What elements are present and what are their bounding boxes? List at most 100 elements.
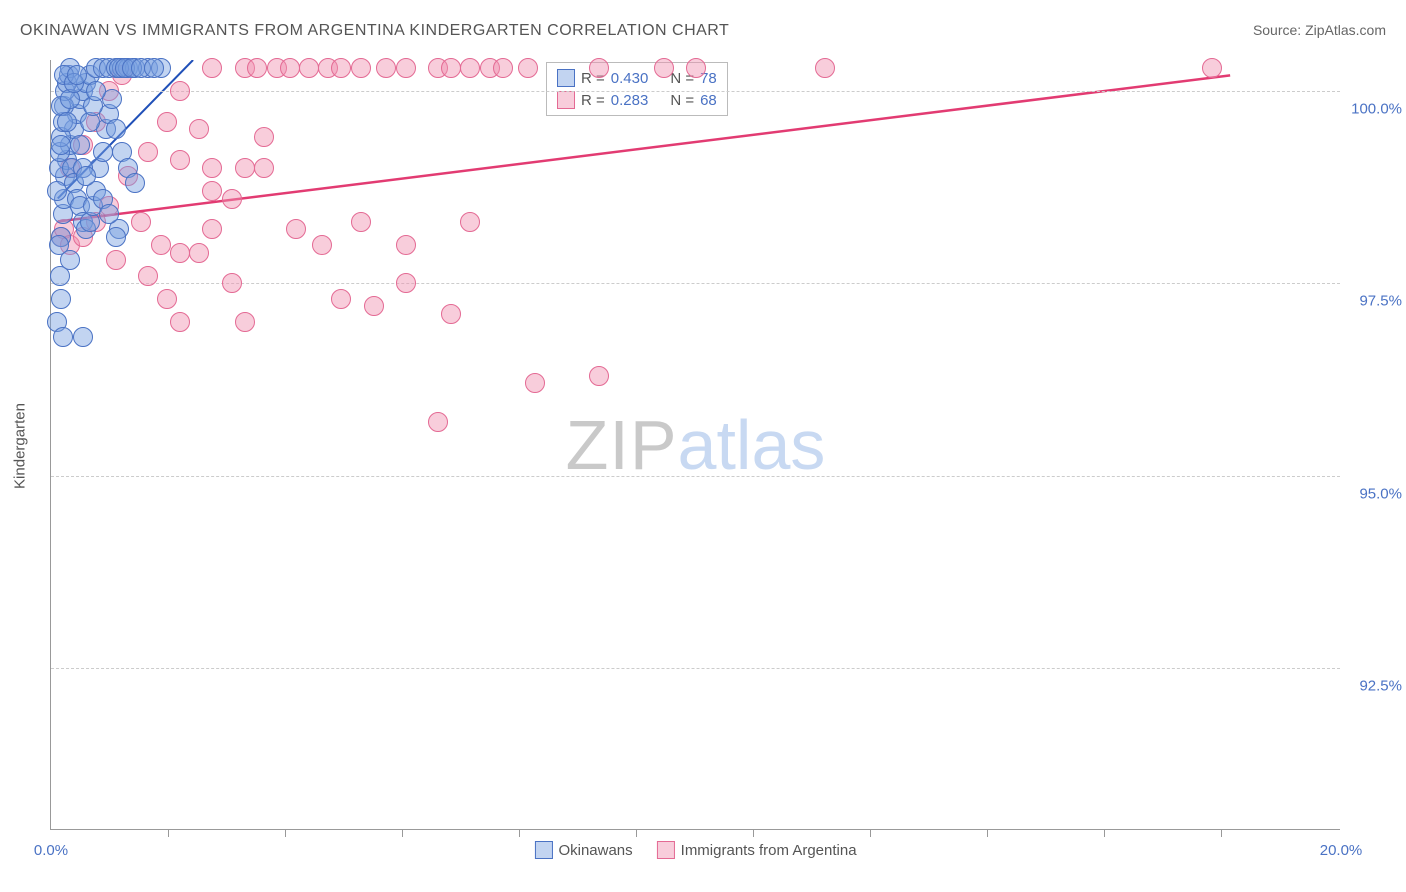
scatter-point-pink <box>202 181 222 201</box>
scatter-point-blue <box>73 327 93 347</box>
scatter-point-pink <box>189 243 209 263</box>
gridline-horizontal <box>51 283 1340 284</box>
series-legend: Okinawans Immigrants from Argentina <box>534 841 856 859</box>
scatter-point-pink <box>235 158 255 178</box>
legend-swatch <box>557 69 575 87</box>
legend-label: Okinawans <box>558 842 632 859</box>
x-tick <box>519 829 520 837</box>
scatter-point-pink <box>138 266 158 286</box>
scatter-point-pink <box>222 273 242 293</box>
scatter-point-pink <box>312 235 332 255</box>
chart-title: OKINAWAN VS IMMIGRANTS FROM ARGENTINA KI… <box>20 22 729 40</box>
scatter-point-pink <box>222 189 242 209</box>
scatter-point-blue <box>125 173 145 193</box>
scatter-point-pink <box>189 119 209 139</box>
scatter-point-pink <box>157 289 177 309</box>
scatter-point-pink <box>331 58 351 78</box>
scatter-point-blue <box>57 112 77 132</box>
scatter-point-blue <box>86 81 106 101</box>
scatter-point-blue <box>93 142 113 162</box>
gridline-horizontal <box>51 668 1340 669</box>
source-label: Source: ZipAtlas.com <box>1253 22 1386 38</box>
scatter-point-blue <box>51 135 71 155</box>
y-axis-label: Kindergarten <box>12 403 29 489</box>
x-tick <box>168 829 169 837</box>
scatter-point-pink <box>138 142 158 162</box>
scatter-point-pink <box>351 58 371 78</box>
n-label: N = <box>670 92 694 109</box>
scatter-point-pink <box>106 250 126 270</box>
y-tick-label: 100.0% <box>1351 100 1402 117</box>
watermark: ZIPatlas <box>566 405 826 485</box>
scatter-point-blue <box>51 289 71 309</box>
scatter-point-pink <box>170 150 190 170</box>
y-tick-label: 97.5% <box>1359 293 1402 310</box>
scatter-point-pink <box>686 58 706 78</box>
n-value: 68 <box>700 92 717 109</box>
scatter-point-pink <box>1202 58 1222 78</box>
x-tick <box>285 829 286 837</box>
x-tick <box>870 829 871 837</box>
scatter-point-pink <box>396 273 416 293</box>
x-tick <box>753 829 754 837</box>
scatter-point-pink <box>254 127 274 147</box>
x-tick <box>1104 829 1105 837</box>
legend-label: Immigrants from Argentina <box>681 842 857 859</box>
scatter-point-blue <box>67 65 87 85</box>
scatter-point-blue <box>53 327 73 347</box>
watermark-bold: ZIP <box>566 406 678 484</box>
r-value: 0.283 <box>611 92 649 109</box>
scatter-point-pink <box>460 58 480 78</box>
watermark-light: atlas <box>678 406 826 484</box>
scatter-point-pink <box>170 81 190 101</box>
scatter-point-pink <box>376 58 396 78</box>
scatter-point-pink <box>815 58 835 78</box>
scatter-point-pink <box>131 212 151 232</box>
gridline-horizontal <box>51 476 1340 477</box>
scatter-point-pink <box>396 235 416 255</box>
scatter-point-pink <box>441 304 461 324</box>
scatter-point-pink <box>254 158 274 178</box>
scatter-point-pink <box>280 58 300 78</box>
gridline-horizontal <box>51 91 1340 92</box>
y-tick-label: 92.5% <box>1359 678 1402 695</box>
x-tick <box>987 829 988 837</box>
x-tick <box>636 829 637 837</box>
legend-swatch <box>557 91 575 109</box>
scatter-point-pink <box>151 235 171 255</box>
scatter-point-blue <box>76 166 96 186</box>
scatter-point-blue <box>144 58 164 78</box>
scatter-point-blue <box>70 135 90 155</box>
r-value: 0.430 <box>611 70 649 87</box>
scatter-point-pink <box>518 58 538 78</box>
scatter-point-pink <box>460 212 480 232</box>
scatter-point-pink <box>202 219 222 239</box>
stats-legend-row: R = 0.283 N = 68 <box>557 89 717 111</box>
scatter-point-pink <box>202 58 222 78</box>
scatter-point-pink <box>170 312 190 332</box>
x-tick-label: 0.0% <box>34 842 68 859</box>
scatter-point-pink <box>493 58 513 78</box>
scatter-point-pink <box>428 412 448 432</box>
scatter-point-blue <box>60 250 80 270</box>
scatter-point-pink <box>654 58 674 78</box>
scatter-point-blue <box>99 204 119 224</box>
scatter-point-pink <box>157 112 177 132</box>
scatter-point-pink <box>589 58 609 78</box>
legend-swatch <box>657 841 675 859</box>
x-tick-label: 20.0% <box>1320 842 1363 859</box>
scatter-plot: ZIPatlas R =0.430N =78R =0.283N =68 Okin… <box>50 60 1340 830</box>
scatter-point-pink <box>235 312 255 332</box>
scatter-point-pink <box>441 58 461 78</box>
x-tick <box>402 829 403 837</box>
y-tick-label: 95.0% <box>1359 485 1402 502</box>
scatter-point-pink <box>331 289 351 309</box>
scatter-point-pink <box>170 243 190 263</box>
scatter-point-blue <box>106 227 126 247</box>
scatter-point-pink <box>351 212 371 232</box>
scatter-point-blue <box>106 119 126 139</box>
r-label: R = <box>581 92 605 109</box>
x-tick <box>1221 829 1222 837</box>
scatter-point-pink <box>299 58 319 78</box>
scatter-point-pink <box>364 296 384 316</box>
